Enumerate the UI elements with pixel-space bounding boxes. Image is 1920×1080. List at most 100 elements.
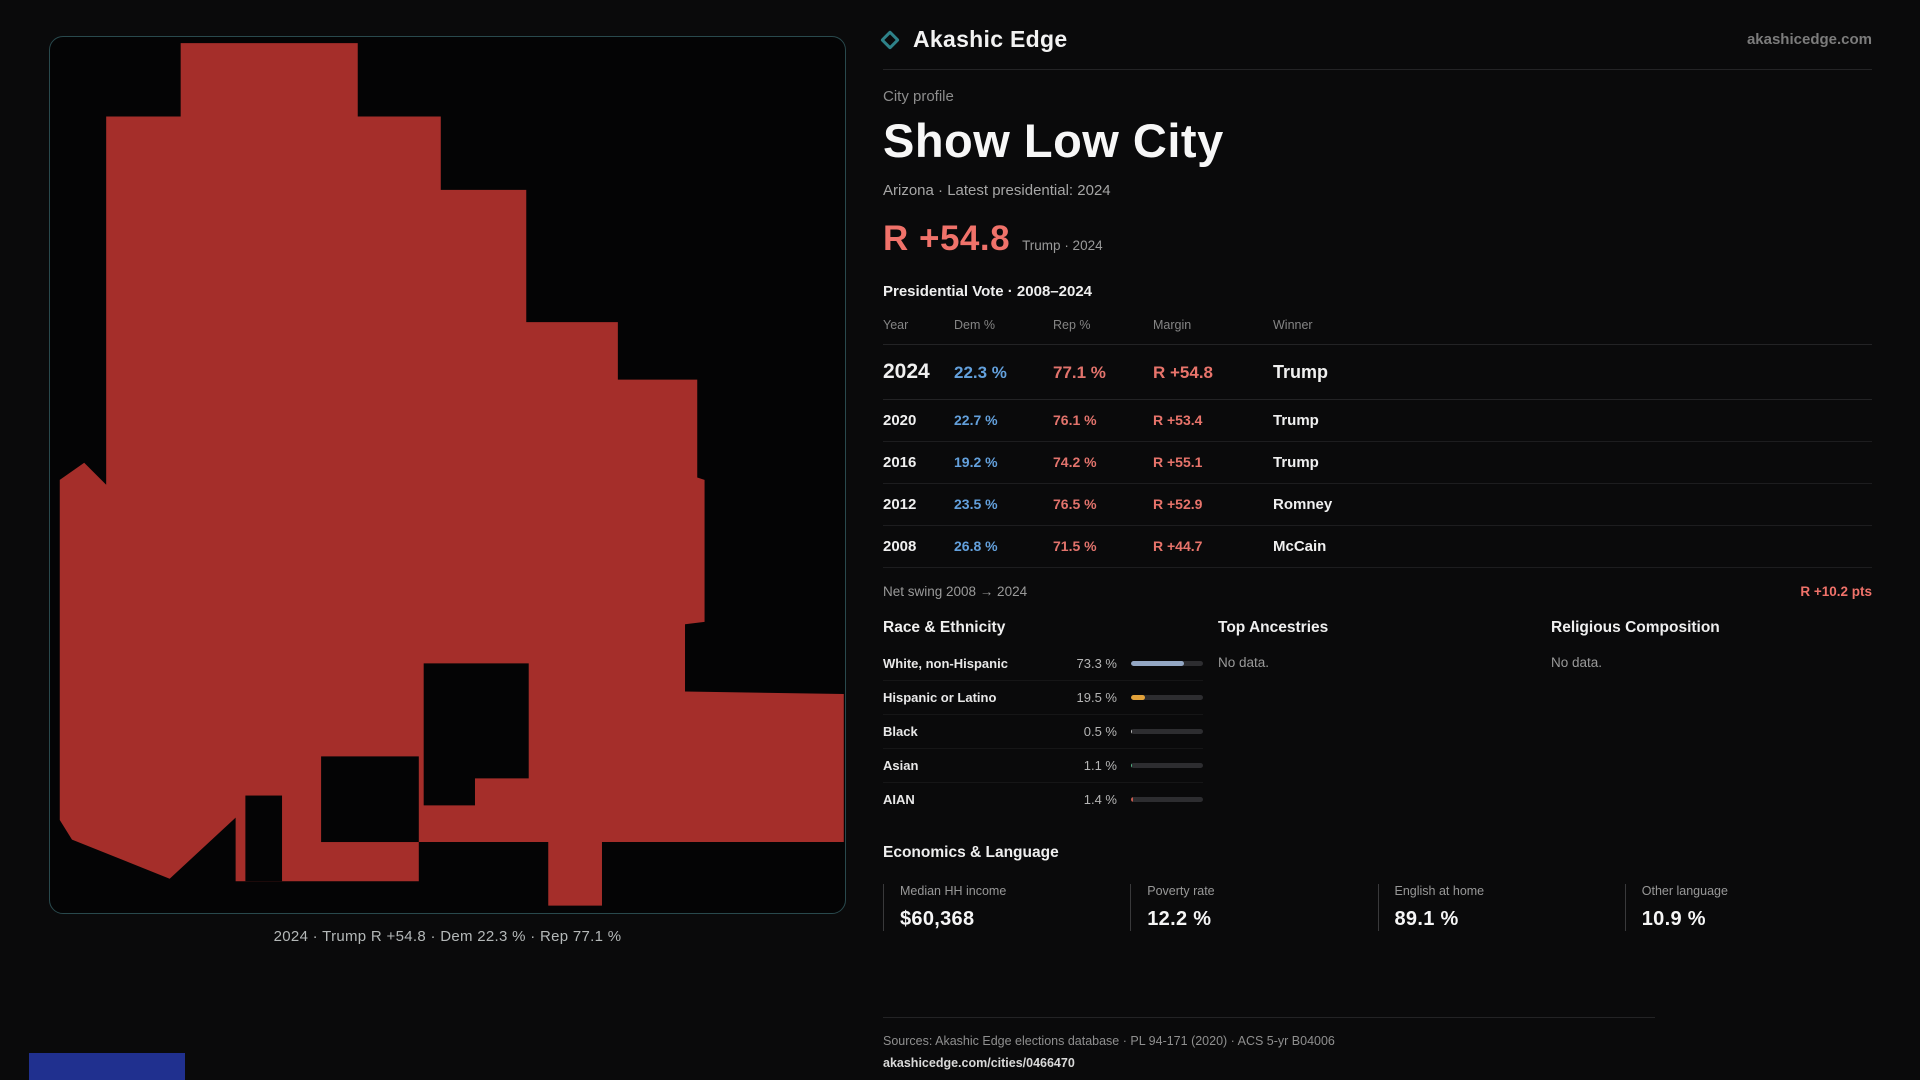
race-ethnicity-title: Race & Ethnicity <box>883 619 1006 636</box>
city-map-panel <box>49 36 846 914</box>
vote-table: Year Dem % Rep % Margin Winner 2024 22.3… <box>883 310 1872 568</box>
stat-value: 89.1 % <box>1394 908 1459 930</box>
top-ancestries-empty: No data. <box>1218 655 1270 670</box>
race-row: Asian 1.1 % <box>883 749 1203 783</box>
race-bar <box>1131 729 1203 734</box>
race-bar <box>1131 797 1203 802</box>
religious-composition-empty: No data. <box>1551 655 1603 670</box>
race-bar-fill <box>1131 695 1146 700</box>
stat-card: Poverty rate 12.2 % <box>1130 884 1377 931</box>
cell-dem: 19.2 % <box>954 454 998 470</box>
cell-margin: R +52.9 <box>1153 496 1203 512</box>
net-swing-row: Net swing 2008 → 2024 R +10.2 pts <box>883 568 1872 613</box>
brand-domain-link[interactable]: akashicedge.com <box>1746 31 1872 48</box>
table-row: 2024 22.3 % 77.1 % R +54.8 Trump <box>883 345 1872 400</box>
race-bar-fill <box>1131 661 1184 666</box>
table-row: 2016 19.2 % 74.2 % R +55.1 Trump <box>883 442 1872 484</box>
race-value: 73.3 % <box>1076 656 1117 671</box>
economics-title: Economics & Language <box>883 844 1059 861</box>
cell-winner: Trump <box>1273 362 1329 382</box>
race-value: 1.1 % <box>1083 758 1117 773</box>
economics-stats: Median HH income $60,368 Poverty rate 12… <box>883 884 1872 931</box>
cell-rep: 76.5 % <box>1053 496 1097 512</box>
top-ancestries-title: Top Ancestries <box>1218 619 1329 636</box>
footer: Sources: Akashic Edge elections database… <box>883 1017 1655 1070</box>
col-dem: Dem % <box>954 318 995 332</box>
brand: Akashic Edge <box>880 26 1068 53</box>
stat-value: $60,368 <box>900 908 975 930</box>
city-boundary-shape <box>59 43 844 906</box>
race-label: Hispanic or Latino <box>883 690 997 705</box>
map-caption: 2024 · Trump R +54.8 · Dem 22.3 % · Rep … <box>273 928 622 945</box>
cell-year: 2024 <box>883 360 930 383</box>
race-bar-fill <box>1131 763 1133 768</box>
race-bar <box>1131 763 1203 768</box>
cell-winner: Romney <box>1273 496 1333 513</box>
race-label: White, non-Hispanic <box>883 656 1008 671</box>
race-row: Black 0.5 % <box>883 715 1203 749</box>
net-swing-label: Net swing 2008 → 2024 <box>883 584 1028 599</box>
cell-rep: 74.2 % <box>1053 454 1097 470</box>
brand-name: Akashic Edge <box>913 26 1068 52</box>
permalink[interactable]: akashicedge.com/cities/0466470 <box>883 1056 1075 1070</box>
col-margin: Margin <box>1153 318 1192 332</box>
stat-label: Median HH income <box>900 884 1007 898</box>
cell-rep: 76.1 % <box>1053 412 1097 428</box>
stat-value: 10.9 % <box>1641 908 1706 930</box>
race-value: 1.4 % <box>1083 792 1117 807</box>
cell-margin: R +53.4 <box>1153 412 1203 428</box>
cell-rep: 71.5 % <box>1053 538 1097 554</box>
header: Akashic Edge akashicedge.com <box>880 26 1872 70</box>
race-label: Asian <box>883 758 919 773</box>
stat-card: Median HH income $60,368 <box>883 884 1130 931</box>
race-label: Black <box>883 724 918 739</box>
headline-note: Trump · 2024 <box>1022 238 1103 253</box>
demographics-section: Race & Ethnicity White, non-Hispanic 73.… <box>883 619 1872 816</box>
kicker: City profile <box>883 88 954 105</box>
race-bar <box>1131 661 1203 666</box>
cell-year: 2008 <box>883 538 917 555</box>
religious-composition-title: Religious Composition <box>1551 619 1720 636</box>
race-bar-fill <box>1131 797 1133 802</box>
cell-margin: R +54.8 <box>1153 363 1214 382</box>
race-row: White, non-Hispanic 73.3 % <box>883 647 1203 681</box>
race-label: AIAN <box>883 792 915 807</box>
table-row: 2012 23.5 % 76.5 % R +52.9 Romney <box>883 484 1872 526</box>
cell-margin: R +55.1 <box>1153 454 1203 470</box>
race-bar <box>1131 695 1203 700</box>
stat-label: Poverty rate <box>1147 884 1215 898</box>
map-notch-slot <box>245 795 283 882</box>
col-rep: Rep % <box>1053 318 1091 332</box>
vote-table-header: Year Dem % Rep % Margin Winner <box>883 310 1872 345</box>
race-row: AIAN 1.4 % <box>883 783 1203 816</box>
profile-content: Akashic Edge akashicedge.com City profil… <box>880 26 1872 1070</box>
sources-line: Sources: Akashic Edge elections database… <box>883 1034 1335 1048</box>
map-notch-lower <box>321 756 419 843</box>
cell-winner: Trump <box>1273 454 1319 471</box>
cell-year: 2012 <box>883 496 917 513</box>
net-swing-value: R +10.2 pts <box>1800 584 1872 599</box>
stat-card: English at home 89.1 % <box>1377 884 1625 931</box>
race-value: 19.5 % <box>1076 690 1117 705</box>
headline-stat: R +54.8 Trump · 2024 <box>883 219 1872 259</box>
race-row: Hispanic or Latino 19.5 % <box>883 681 1203 715</box>
vote-table-title: Presidential Vote · 2008–2024 <box>883 283 1093 300</box>
table-row: 2020 22.7 % 76.1 % R +53.4 Trump <box>883 400 1872 442</box>
cell-year: 2020 <box>883 412 917 429</box>
race-ethnicity-column: Race & Ethnicity White, non-Hispanic 73.… <box>883 619 1218 816</box>
cell-winner: McCain <box>1273 538 1327 555</box>
map-notch-center <box>423 663 529 806</box>
religious-composition-column: Religious Composition No data. <box>1551 619 1872 816</box>
bottom-left-blue-bar <box>29 1053 185 1080</box>
subtitle: Arizona · Latest presidential: 2024 <box>883 182 1111 199</box>
stat-value: 12.2 % <box>1147 908 1212 930</box>
cell-rep: 77.1 % <box>1053 363 1106 382</box>
stat-card: Other language 10.9 % <box>1624 884 1872 931</box>
stat-label: English at home <box>1394 884 1485 898</box>
col-winner: Winner <box>1273 318 1313 332</box>
stat-label: Other language <box>1641 884 1728 898</box>
headline-margin: R +54.8 <box>883 219 1011 258</box>
table-row: 2008 26.8 % 71.5 % R +44.7 McCain <box>883 526 1872 568</box>
race-bar-fill <box>1131 729 1132 734</box>
